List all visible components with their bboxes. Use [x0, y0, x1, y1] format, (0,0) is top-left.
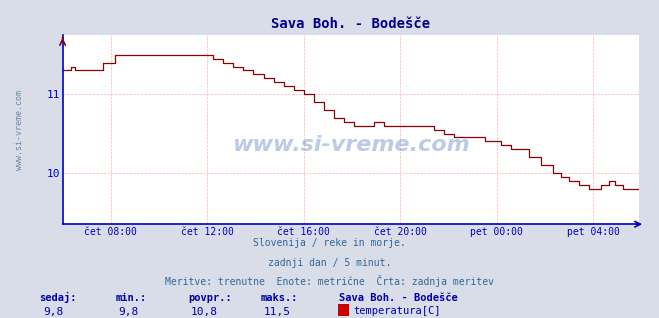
Text: temperatura[C]: temperatura[C] — [353, 306, 441, 316]
Text: Sava Boh. - Bodešče: Sava Boh. - Bodešče — [339, 293, 458, 302]
Text: 10,8: 10,8 — [191, 308, 218, 317]
Text: zadnji dan / 5 minut.: zadnji dan / 5 minut. — [268, 258, 391, 267]
Text: 9,8: 9,8 — [119, 308, 139, 317]
Text: maks.:: maks.: — [260, 293, 298, 302]
Text: 9,8: 9,8 — [43, 308, 63, 317]
Text: Slovenija / reke in morje.: Slovenija / reke in morje. — [253, 238, 406, 248]
Text: sedaj:: sedaj: — [40, 292, 77, 302]
Text: povpr.:: povpr.: — [188, 293, 231, 302]
Text: www.si-vreme.com: www.si-vreme.com — [15, 90, 24, 169]
Title: Sava Boh. - Bodešče: Sava Boh. - Bodešče — [272, 17, 430, 31]
Text: Meritve: trenutne  Enote: metrične  Črta: zadnja meritev: Meritve: trenutne Enote: metrične Črta: … — [165, 275, 494, 287]
Text: 11,5: 11,5 — [264, 308, 291, 317]
Text: www.si-vreme.com: www.si-vreme.com — [232, 135, 470, 155]
Text: min.:: min.: — [115, 293, 146, 302]
